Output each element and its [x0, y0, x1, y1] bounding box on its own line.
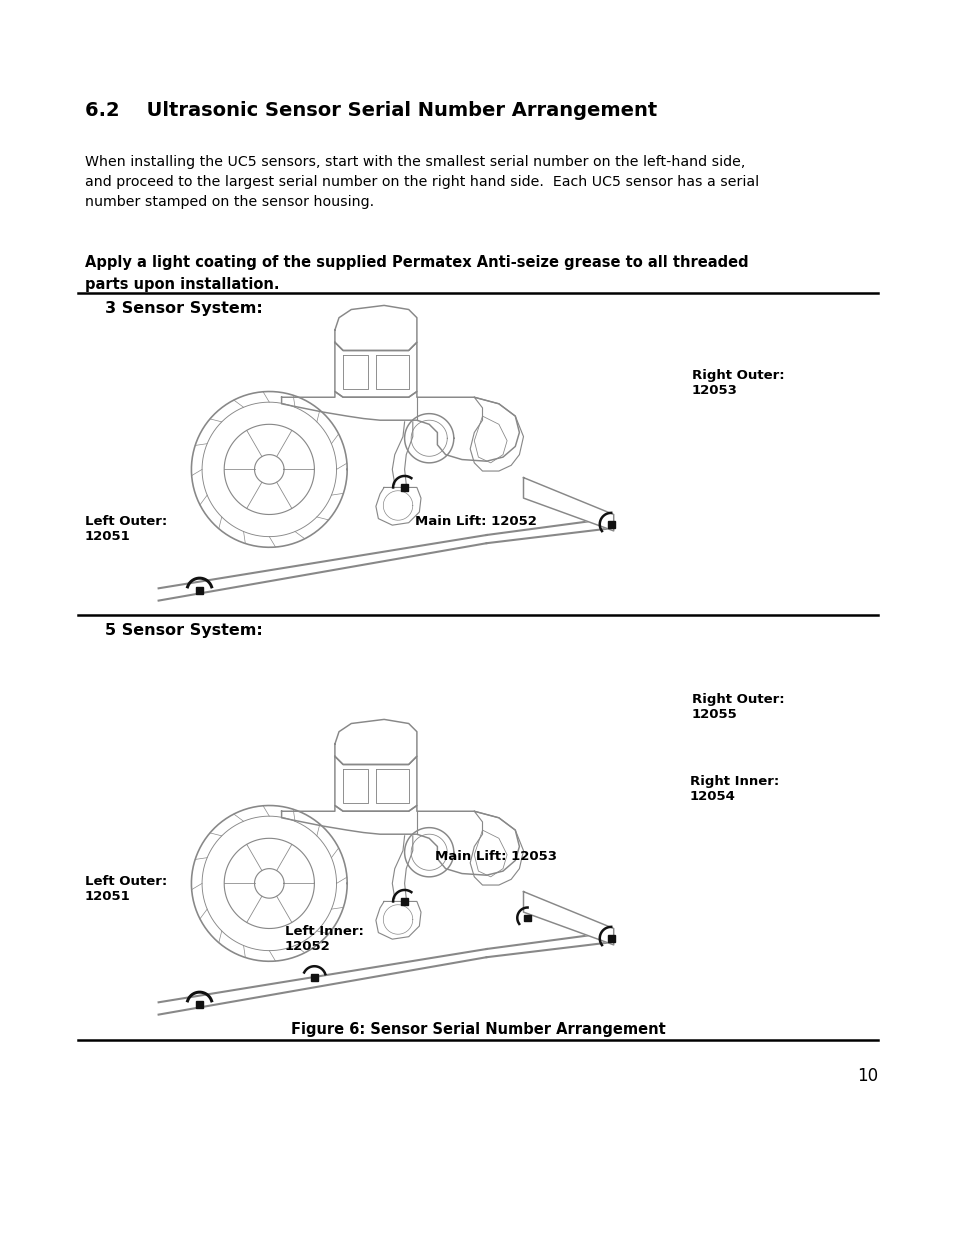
- Text: 10: 10: [856, 1067, 877, 1086]
- Polygon shape: [281, 805, 518, 876]
- Polygon shape: [335, 342, 416, 398]
- Polygon shape: [335, 720, 416, 764]
- Polygon shape: [523, 892, 613, 945]
- Text: Right Outer:
12055: Right Outer: 12055: [691, 693, 783, 721]
- Text: 3 Sensor System:: 3 Sensor System:: [105, 301, 262, 316]
- Bar: [311, 974, 317, 981]
- Polygon shape: [192, 391, 347, 547]
- Polygon shape: [470, 811, 523, 885]
- Bar: [196, 588, 203, 594]
- Text: Main Lift: 12053: Main Lift: 12053: [435, 850, 557, 863]
- Polygon shape: [375, 902, 420, 939]
- Polygon shape: [470, 398, 523, 471]
- Text: Figure 6: Sensor Serial Number Arrangement: Figure 6: Sensor Serial Number Arrangeme…: [291, 1023, 664, 1037]
- Polygon shape: [254, 454, 284, 484]
- Text: Left Outer:
12051: Left Outer: 12051: [85, 515, 167, 543]
- Polygon shape: [335, 756, 416, 811]
- Polygon shape: [335, 305, 416, 351]
- Text: Apply a light coating of the supplied Permatex Anti-seize grease to all threaded: Apply a light coating of the supplied Pe…: [85, 254, 748, 291]
- Text: Right Inner:
12054: Right Inner: 12054: [689, 776, 779, 803]
- Polygon shape: [254, 868, 284, 898]
- Text: Main Lift: 12052: Main Lift: 12052: [415, 515, 537, 529]
- Bar: [401, 484, 408, 490]
- Text: Left Outer:
12051: Left Outer: 12051: [85, 876, 167, 903]
- Text: 5 Sensor System:: 5 Sensor System:: [105, 622, 262, 638]
- Bar: [607, 521, 614, 527]
- Text: 6.2    Ultrasonic Sensor Serial Number Arrangement: 6.2 Ultrasonic Sensor Serial Number Arra…: [85, 101, 657, 120]
- Polygon shape: [375, 488, 420, 525]
- Polygon shape: [404, 414, 454, 463]
- Bar: [196, 1002, 203, 1008]
- Text: Right Outer:
12053: Right Outer: 12053: [691, 369, 783, 396]
- Bar: [401, 898, 408, 905]
- Text: Left Inner:
12052: Left Inner: 12052: [285, 925, 363, 953]
- Bar: [524, 915, 530, 921]
- Polygon shape: [404, 827, 454, 877]
- Text: When installing the UC5 sensors, start with the smallest serial number on the le: When installing the UC5 sensors, start w…: [85, 156, 759, 209]
- Polygon shape: [192, 805, 347, 961]
- Polygon shape: [523, 478, 613, 531]
- Bar: [607, 935, 614, 941]
- Polygon shape: [281, 391, 518, 461]
